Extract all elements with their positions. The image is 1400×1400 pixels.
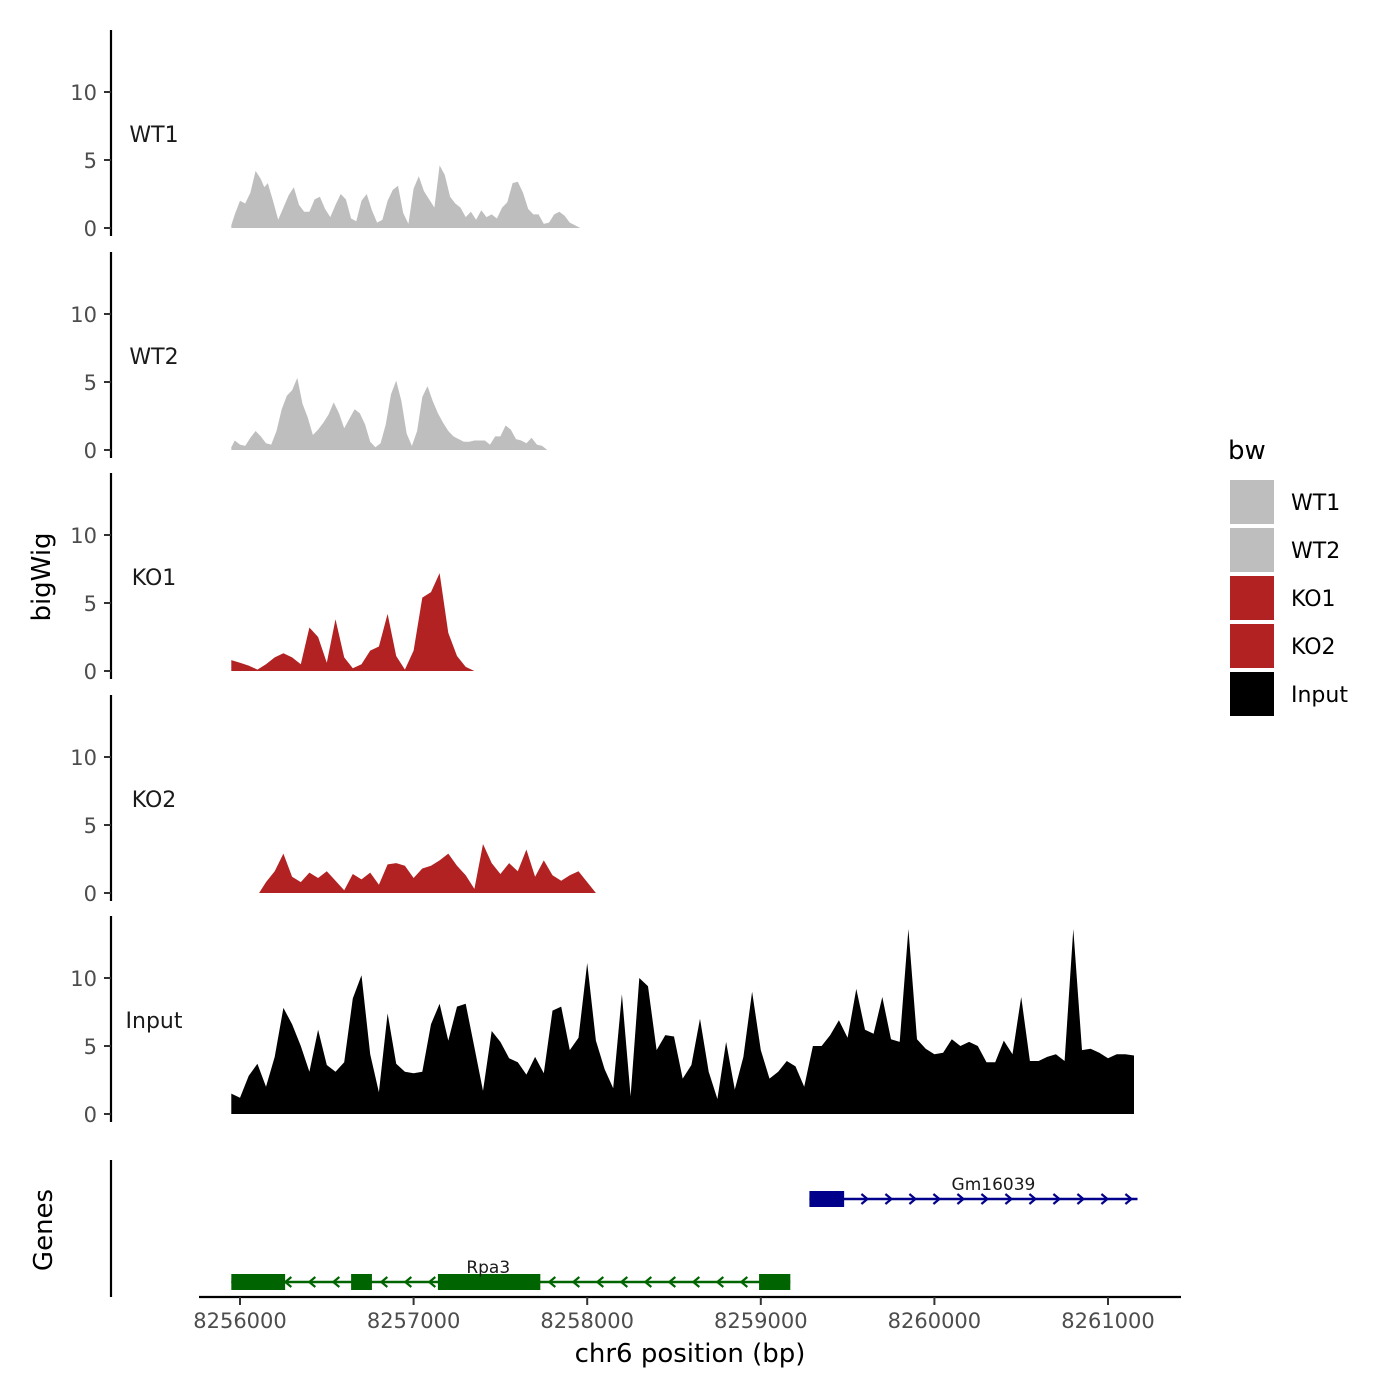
strand-arrow	[980, 1193, 990, 1205]
genes-axis-title: Genes	[29, 1189, 59, 1271]
strand-arrow	[1052, 1193, 1062, 1205]
strand-arrow	[884, 1193, 894, 1205]
y-tick-label: 10	[70, 524, 97, 548]
strand-arrow	[667, 1276, 677, 1288]
y-tick-label: 10	[70, 967, 97, 991]
legend-key-wt2	[1230, 528, 1274, 572]
coverage-area-ko1	[231, 573, 1135, 671]
x-tick-label: 8257000	[367, 1309, 461, 1333]
y-tick-label: 10	[70, 303, 97, 327]
track-label: WT2	[129, 345, 178, 370]
strand-arrow	[643, 1276, 653, 1288]
x-tick-label: 8259000	[714, 1309, 808, 1333]
x-axis: 8256000 8257000 8258000 8259000 8260000 82610…	[193, 1295, 1181, 1333]
strand-arrow	[379, 1276, 389, 1288]
y-tick-label: 0	[84, 1103, 97, 1127]
exon	[231, 1274, 286, 1290]
strand-arrow	[283, 1276, 293, 1288]
strand-arrow	[595, 1276, 605, 1288]
coverage-area-ko2	[259, 844, 1126, 893]
track-label: Input	[126, 1009, 183, 1034]
gene-label: Rpa3	[466, 1258, 510, 1278]
strand-arrow	[1028, 1193, 1038, 1205]
y-tick-label: 5	[84, 1035, 97, 1059]
exon	[351, 1274, 372, 1290]
x-tick-label: 8256000	[193, 1309, 287, 1333]
track-input: 0 5 10 Input	[70, 916, 1135, 1127]
legend-label-wt1: WT1	[1291, 491, 1340, 516]
legend-label-ko2: KO2	[1291, 635, 1336, 660]
legend-label-wt2: WT2	[1291, 539, 1340, 564]
strand-arrow	[932, 1193, 942, 1205]
gene-gm16039: Gm16039	[809, 1175, 1138, 1207]
y-tick-label: 0	[84, 660, 97, 684]
strand-arrow	[715, 1276, 725, 1288]
track-wt2: 0 5 10 WT2	[70, 252, 1131, 463]
strand-arrow	[1004, 1193, 1014, 1205]
y-tick-label: 0	[84, 882, 97, 906]
gene-rpa3: Rpa3	[231, 1258, 791, 1290]
legend-label-ko1: KO1	[1291, 587, 1336, 612]
x-tick-label: 8258000	[540, 1309, 634, 1333]
tracks-layer: 0 5 10 WT1 0 5 10 WT2 0 5 10 KO1 0 5 10 KO2 0 5 10 Input	[70, 30, 1136, 1127]
y-tick-label: 0	[84, 439, 97, 463]
exon	[759, 1274, 791, 1290]
strand-arrow	[403, 1276, 413, 1288]
strand-arrow	[331, 1276, 341, 1288]
genes-layer: Gm16039 Rpa3	[109, 1160, 1138, 1297]
track-label: WT1	[129, 123, 178, 148]
strand-arrow	[860, 1193, 870, 1205]
track-wt1: 0 5 10 WT1	[70, 30, 1136, 241]
coverage-area-wt1	[231, 165, 1136, 228]
x-tick-label: 8260000	[888, 1309, 982, 1333]
strand-arrow	[1100, 1193, 1110, 1205]
strand-arrow	[619, 1276, 629, 1288]
y-tick-label: 5	[84, 371, 97, 395]
legend-key-ko2	[1230, 624, 1274, 668]
strand-arrow	[1124, 1193, 1134, 1205]
strand-arrow	[427, 1276, 437, 1288]
strand-arrow	[1076, 1193, 1086, 1205]
y-tick-label: 5	[84, 814, 97, 838]
strand-arrow	[908, 1193, 918, 1205]
strand-arrow	[547, 1276, 557, 1288]
strand-arrow	[739, 1276, 749, 1288]
strand-arrow	[571, 1276, 581, 1288]
track-ko1: 0 5 10 KO1	[70, 473, 1135, 684]
exon	[809, 1191, 845, 1207]
y-tick-label: 5	[84, 149, 97, 173]
y-tick-label: 10	[70, 746, 97, 770]
strand-arrow	[307, 1276, 317, 1288]
legend-key-wt1	[1230, 480, 1274, 524]
legend-label-input: Input	[1291, 683, 1348, 708]
legend-title: bw	[1228, 436, 1266, 466]
exon	[437, 1274, 541, 1290]
strand-arrow	[691, 1276, 701, 1288]
legend-key-ko1	[1230, 576, 1274, 620]
x-axis-title: chr6 position (bp)	[575, 1339, 806, 1369]
y-tick-label: 5	[84, 592, 97, 616]
y-tick-label: 10	[70, 81, 97, 105]
y-axis-title: bigWig	[27, 532, 57, 621]
y-tick-label: 0	[84, 217, 97, 241]
legend: bw WT1 WT2 KO1 KO2 Input	[1228, 436, 1348, 716]
coverage-area-input	[231, 929, 1135, 1114]
x-tick-label: 8261000	[1061, 1309, 1155, 1333]
coverage-area-wt2	[231, 377, 1131, 450]
track-label: KO2	[132, 788, 177, 813]
track-ko2: 0 5 10 KO2	[70, 695, 1126, 906]
track-label: KO1	[132, 566, 177, 591]
gene-label: Gm16039	[952, 1175, 1036, 1195]
legend-key-input	[1230, 672, 1274, 716]
strand-arrow	[956, 1193, 966, 1205]
